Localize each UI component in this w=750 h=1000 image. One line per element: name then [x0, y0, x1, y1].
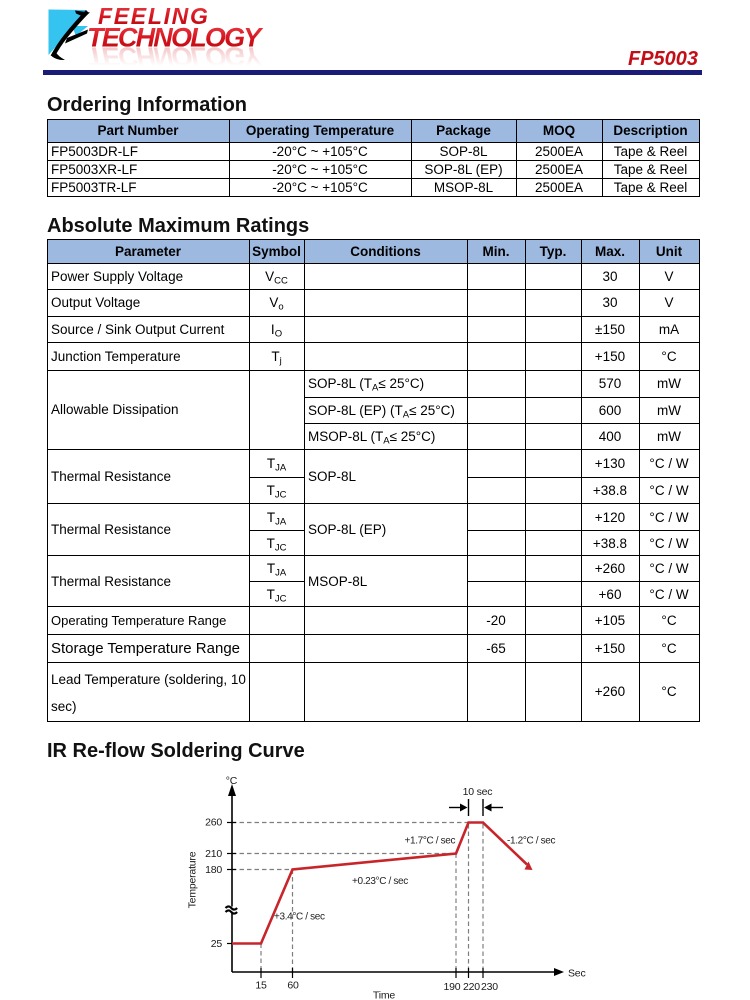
svg-text:-1.2°C / sec: -1.2°C / sec: [507, 836, 555, 847]
svg-text:15: 15: [255, 980, 267, 992]
svg-text:220: 220: [463, 981, 480, 993]
svg-text:Temperature: Temperature: [187, 851, 199, 908]
svg-text:180: 180: [205, 864, 222, 876]
svg-text:60: 60: [287, 980, 299, 992]
svg-text:25: 25: [211, 938, 223, 950]
svg-text:Sec: Sec: [568, 968, 586, 980]
svg-text:+3.4°C / sec: +3.4°C / sec: [274, 911, 325, 922]
svg-text:260: 260: [205, 817, 222, 829]
svg-text:10 sec: 10 sec: [463, 786, 493, 798]
svg-text:230: 230: [481, 981, 498, 993]
svg-text:Time: Time: [373, 990, 396, 1000]
svg-text:°C: °C: [226, 775, 238, 787]
svg-text:190: 190: [444, 981, 461, 993]
svg-text:210: 210: [205, 848, 222, 860]
svg-text:FEELING: FEELING: [98, 3, 210, 29]
svg-text:+1.7°C / sec: +1.7°C / sec: [405, 836, 456, 847]
svg-text:+0.23°C / sec: +0.23°C / sec: [352, 876, 408, 887]
